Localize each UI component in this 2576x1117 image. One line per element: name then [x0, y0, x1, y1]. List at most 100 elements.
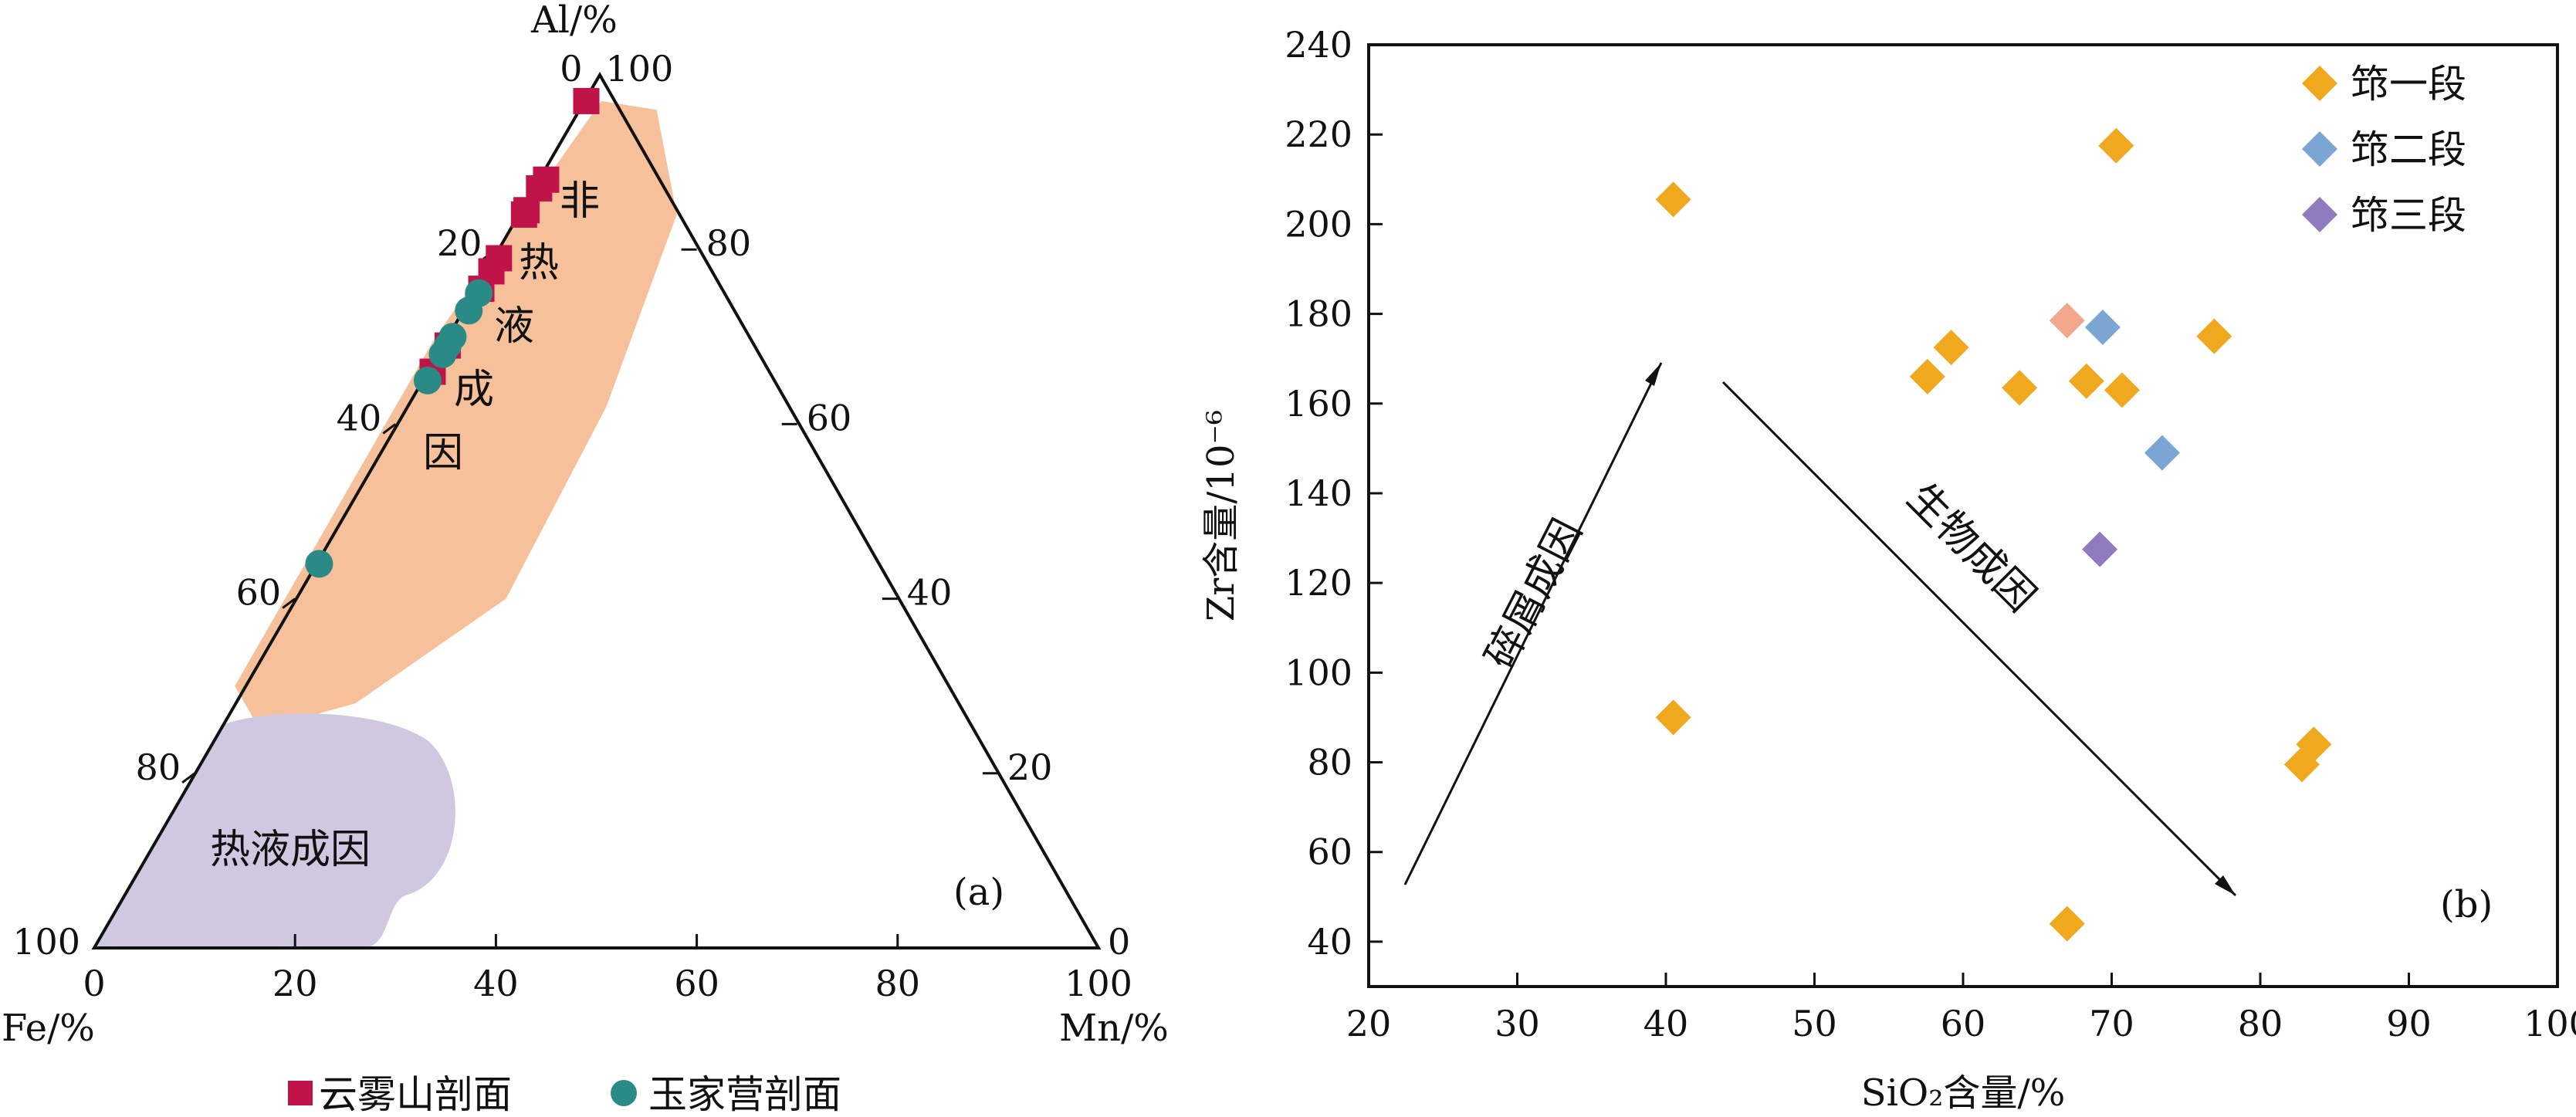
legend-diamond-icon	[2302, 197, 2337, 232]
region-char-4: 因	[423, 430, 463, 476]
scatter-point	[2196, 318, 2232, 354]
scatter-point	[2104, 372, 2140, 408]
ternary-left-label: Fe/%	[2, 1007, 95, 1050]
tick-label-left: 100	[12, 921, 80, 963]
legend-item-yunwushan: 云雾山剖面	[319, 1072, 512, 1117]
scatter-point	[1909, 358, 1945, 394]
scatter-points	[1655, 127, 2332, 942]
region-hydrothermal	[93, 713, 455, 948]
scatter-point	[2049, 905, 2085, 942]
tick-label-left: 60	[236, 572, 282, 614]
tick-label-left: 0	[560, 48, 582, 90]
legend-diamond-icon	[2302, 66, 2337, 101]
tick-label-left: 80	[136, 746, 181, 788]
annotation-clastic: 碎屑成因	[1477, 512, 1591, 676]
scatter-point	[2144, 435, 2180, 471]
x-tick-label: 80	[2238, 1003, 2283, 1044]
y-tick-label: 200	[1285, 203, 1352, 245]
ternary-point-circle	[413, 366, 442, 394]
scatter-chart: 20 30 40 50 60 70 80 90 100 40 60 80 100 120 140 160 180…	[1200, 24, 2576, 1115]
legend-item: 筇二段	[2351, 127, 2466, 172]
tick-label-right: 40	[907, 572, 953, 614]
ternary-regions	[93, 100, 677, 948]
ternary-frame	[91, 71, 1102, 949]
scatter-point	[2082, 531, 2118, 567]
legend-item-yujiaying: 玉家营剖面	[648, 1072, 841, 1117]
legend-circle-icon	[611, 1080, 637, 1106]
ternary-point-square	[573, 87, 600, 114]
tick-label-bottom: 60	[674, 963, 719, 1004]
arrow-biogenic-head-icon	[2215, 875, 2236, 895]
scatter-point	[2296, 726, 2332, 763]
region-non-hydrothermal	[235, 100, 677, 730]
arrow-biogenic	[1721, 381, 2237, 897]
ternary-triangle	[91, 71, 1102, 949]
trend-arrows	[1403, 362, 2237, 897]
tick-mark-left	[382, 423, 397, 435]
ternary-point-circle	[428, 340, 457, 368]
scatter-panel-label: (b)	[2440, 883, 2493, 926]
legend-diamond-icon	[2302, 131, 2337, 167]
legend-item: 筇一段	[2351, 62, 2466, 107]
ternary-points	[305, 87, 600, 578]
x-tick-label: 30	[1494, 1003, 1540, 1044]
ternary-point-circle	[455, 296, 483, 325]
tick-mark-left	[181, 772, 196, 784]
y-tick-label: 120	[1285, 562, 1352, 604]
legend-square-icon	[288, 1081, 313, 1105]
scatter-ticks: 20 30 40 50 60 70 80 90 100 40 60 80 100 120 140 160 180…	[1285, 24, 2576, 1044]
arrow-clastic-head-icon	[1645, 363, 1661, 386]
region-char-1: 热	[519, 240, 559, 286]
ternary-top-label: Al/%	[530, 0, 618, 42]
y-tick-label: 80	[1307, 742, 1352, 784]
y-tick-label: 100	[1285, 652, 1352, 693]
scatter-y-title: Zr含量/10⁻⁶	[1200, 410, 1243, 621]
scatter-point	[2084, 310, 2121, 345]
ternary-right-label: Mn/%	[1059, 1007, 1169, 1050]
scatter-x-title: SiO₂含量/%	[1861, 1071, 2066, 1115]
tick-label-bottom: 40	[473, 963, 519, 1004]
x-tick-label: 50	[1792, 1003, 1837, 1044]
region-char-2: 液	[494, 303, 534, 350]
scatter-point	[2068, 363, 2104, 399]
y-tick-label: 240	[1285, 24, 1352, 66]
scatter-point	[2098, 127, 2134, 164]
x-tick-label: 70	[2089, 1003, 2134, 1044]
scatter-point	[1655, 699, 1691, 736]
scatter-point	[1933, 330, 1969, 366]
scatter-point	[1655, 181, 1691, 218]
tick-mark-left	[282, 597, 296, 609]
tick-label-bottom: 100	[1065, 963, 1132, 1004]
y-tick-label: 160	[1285, 383, 1352, 425]
tick-label-right: 60	[807, 397, 852, 438]
tick-label-right: 80	[706, 222, 752, 264]
x-tick-label: 100	[2524, 1003, 2576, 1044]
y-tick-label: 180	[1285, 293, 1352, 335]
region-label-hydrothermal: 热液成因	[210, 827, 371, 873]
y-tick-label: 220	[1285, 113, 1352, 155]
tick-label-right: 100	[606, 48, 674, 90]
tick-label-left: 20	[437, 222, 482, 264]
tick-label-right: 20	[1007, 746, 1053, 788]
ternary-legend: 云雾山剖面 玉家营剖面	[288, 1072, 841, 1117]
y-tick-label: 60	[1307, 831, 1352, 873]
x-tick-label: 60	[1941, 1003, 1986, 1044]
ternary-point-square	[513, 197, 540, 224]
x-tick-label: 40	[1643, 1003, 1689, 1044]
tick-label-bottom: 80	[875, 963, 921, 1004]
tick-label-bottom: 0	[83, 963, 105, 1004]
x-tick-label: 90	[2386, 1003, 2432, 1044]
ternary-panel-label: (a)	[953, 871, 1004, 914]
arrow-clastic	[1403, 362, 1663, 885]
tick-label-bottom: 20	[272, 963, 318, 1004]
x-tick-label: 20	[1346, 1003, 1392, 1044]
y-tick-label: 40	[1307, 921, 1352, 963]
region-char-3: 成	[454, 367, 494, 413]
annotation-biogenic: 生物成因	[1898, 475, 2045, 621]
ternary-point-circle	[305, 550, 333, 578]
scatter-point	[2002, 370, 2038, 406]
